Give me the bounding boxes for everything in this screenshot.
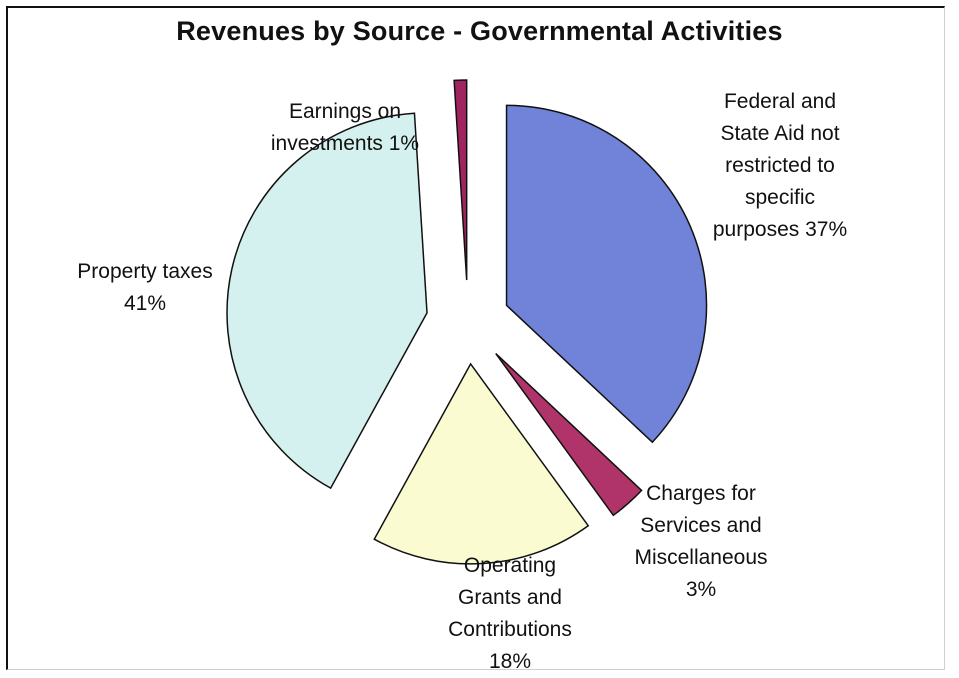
slice-label-federal-state-aid: Federal and State Aid not restricted to … (712, 90, 848, 241)
slice-federal-state-aid (505, 104, 708, 444)
slice-label-operating-grants: Operating Grants and Contributions 18% (448, 554, 572, 673)
slice-earnings-on-investments (453, 79, 468, 281)
slice-property-taxes (226, 112, 428, 490)
chart-title: Revenues by Source - Governmental Activi… (176, 16, 783, 46)
slice-operating-grants (373, 362, 590, 565)
slice-label-earnings-on-investments: Earnings on investments 1% (270, 100, 420, 155)
slice-label-property-taxes: Property taxes 41% (77, 260, 213, 315)
slice-charges-for-services (495, 352, 643, 517)
slice-label-charges-for-services: Charges for Services and Miscellaneous 3… (634, 482, 768, 601)
